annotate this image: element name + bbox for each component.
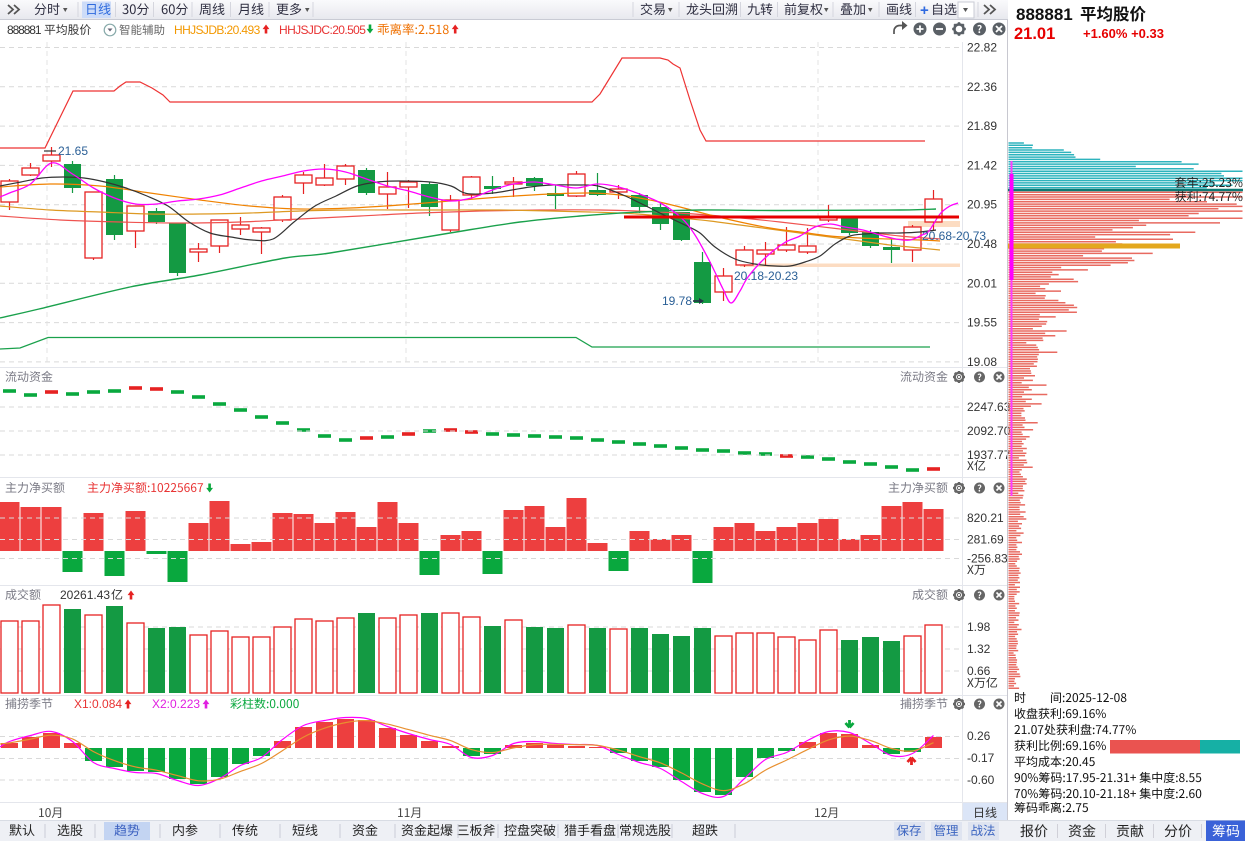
svg-text:820.21: 820.21 — [967, 511, 1004, 525]
svg-text:19.78: 19.78 — [662, 294, 692, 308]
svg-text:+: + — [920, 2, 929, 19]
svg-text:20.01: 20.01 — [967, 276, 997, 290]
svg-text:1937.77: 1937.77 — [967, 448, 1011, 462]
svg-text:21.65: 21.65 — [58, 144, 88, 158]
svg-text:1.98: 1.98 — [967, 620, 991, 634]
svg-text:2092.70: 2092.70 — [967, 424, 1011, 438]
svg-text:888881: 888881 — [1016, 5, 1073, 24]
svg-text:19.55: 19.55 — [967, 316, 997, 330]
svg-text:22.36: 22.36 — [967, 80, 997, 94]
svg-text:HHJSJDC:20.505: HHJSJDC:20.505 — [279, 23, 366, 37]
svg-text:22.82: 22.82 — [967, 41, 997, 55]
svg-text:X2:0.223: X2:0.223 — [152, 697, 200, 711]
svg-text:0.26: 0.26 — [967, 729, 991, 743]
svg-text:19.08: 19.08 — [967, 355, 997, 369]
svg-text:-256.83: -256.83 — [967, 552, 1008, 566]
svg-text:20.48: 20.48 — [967, 237, 997, 251]
svg-text:21.89: 21.89 — [967, 119, 997, 133]
svg-text:20.95: 20.95 — [967, 198, 997, 212]
svg-text:888881: 888881 — [7, 23, 42, 37]
svg-text:-0.17: -0.17 — [967, 751, 995, 765]
svg-text:0.66: 0.66 — [967, 664, 991, 678]
svg-text:2247.63: 2247.63 — [967, 400, 1011, 414]
svg-text:21.01: 21.01 — [1014, 25, 1055, 43]
svg-text:X1:0.084: X1:0.084 — [74, 697, 122, 711]
svg-text:21.42: 21.42 — [967, 158, 997, 172]
svg-text:-0.60: -0.60 — [967, 773, 995, 787]
svg-text:20.68-20.73: 20.68-20.73 — [922, 229, 986, 243]
svg-text:20.18-20.23: 20.18-20.23 — [734, 269, 798, 283]
svg-text:281.69: 281.69 — [967, 533, 1004, 547]
svg-text:+1.60% +0.33: +1.60% +0.33 — [1083, 26, 1164, 41]
svg-text:1.32: 1.32 — [967, 642, 991, 656]
svg-text:20261.43: 20261.43 — [60, 588, 110, 602]
svg-text:HHJSJDB:20.493: HHJSJDB:20.493 — [174, 23, 261, 37]
